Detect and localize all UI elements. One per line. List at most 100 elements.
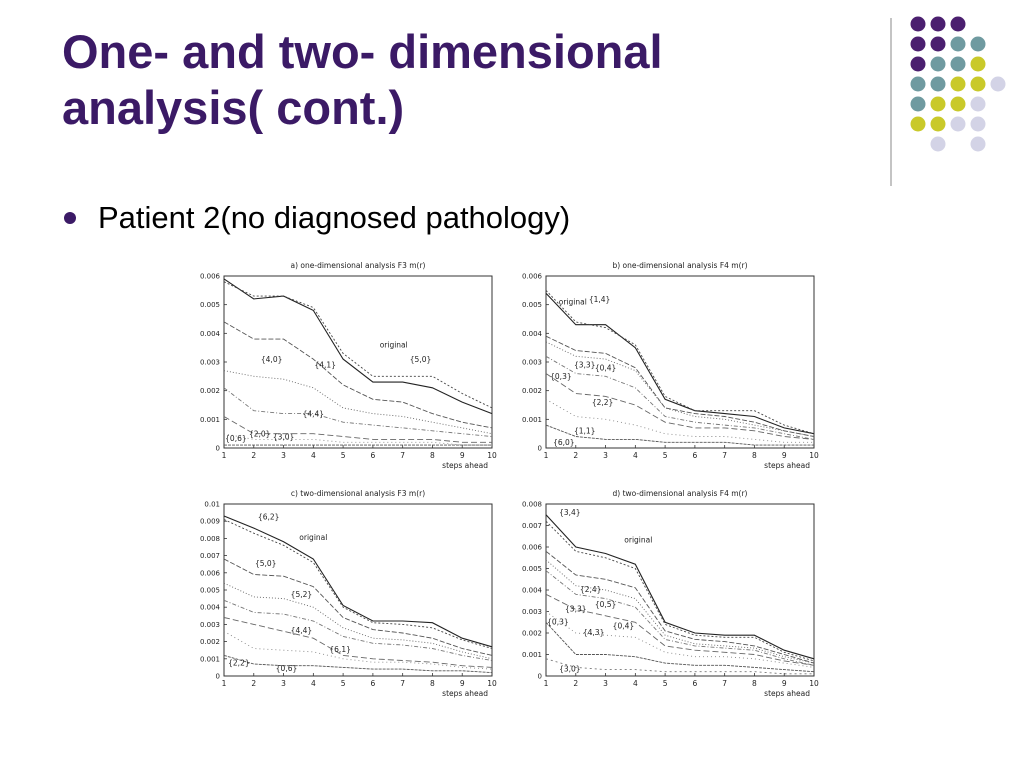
x-tick-label: 3 xyxy=(603,451,608,460)
series-line-3-3 xyxy=(545,593,815,666)
series-annotation: {2,2} xyxy=(592,398,613,407)
dot-lavender xyxy=(930,136,946,152)
x-tick-label: 5 xyxy=(663,679,668,688)
x-tick-label: 7 xyxy=(722,679,727,688)
dot-purple xyxy=(950,16,966,32)
series-annotation: {5,2} xyxy=(291,590,312,599)
series-annotation: original xyxy=(380,341,408,350)
y-tick-label: 0.001 xyxy=(522,416,542,424)
dot-purple xyxy=(930,36,946,52)
series-line-3-0 xyxy=(545,658,814,675)
series-annotation: {0,6} xyxy=(225,434,246,443)
dot-lavender xyxy=(970,96,986,112)
x-tick-label: 10 xyxy=(487,679,497,688)
slide-title: One- and two- dimensional analysis( cont… xyxy=(62,24,862,136)
series-annotation: original xyxy=(299,533,327,542)
series-line-0-4 xyxy=(545,341,815,437)
x-tick-label: 5 xyxy=(341,679,346,688)
x-tick-label: 3 xyxy=(281,679,286,688)
series-line-6-1 xyxy=(223,617,493,668)
x-tick-label: 8 xyxy=(430,451,435,460)
x-axis-label: steps ahead xyxy=(442,689,488,698)
series-line-2-0 xyxy=(223,416,492,443)
y-tick-label: 0 xyxy=(216,445,220,453)
y-tick-label: 0.01 xyxy=(204,501,220,509)
x-tick-label: 9 xyxy=(782,451,787,460)
dot-teal xyxy=(950,56,966,72)
chart-title: c) two-dimensional analysis F3 m(r) xyxy=(291,489,425,498)
series-line-3-4 xyxy=(545,520,815,662)
dot-yellow xyxy=(950,76,966,92)
series-annotation: {4,3} xyxy=(583,628,604,637)
dot-yellow xyxy=(970,56,986,72)
chart-panel-d: d) two-dimensional analysis F4 m(r) 0 0.00… xyxy=(522,489,819,698)
x-tick-label: 1 xyxy=(544,451,549,460)
series-line-original xyxy=(223,278,493,415)
y-tick-label: 0.008 xyxy=(200,535,220,543)
y-tick-label: 0.006 xyxy=(522,273,543,281)
dot-yellow xyxy=(930,96,946,112)
y-tick-label: 0.002 xyxy=(522,630,542,638)
series-annotation: {6,2} xyxy=(258,512,279,521)
y-tick-label: 0.008 xyxy=(522,501,542,509)
series-annotation: {6,0} xyxy=(553,438,574,447)
x-tick-label: 3 xyxy=(603,679,608,688)
series-line-6-2 xyxy=(223,519,493,649)
series-annotation: {0,3} xyxy=(550,372,571,381)
dot-teal xyxy=(970,36,986,52)
x-tick-label: 1 xyxy=(222,679,227,688)
series-annotation: {1,4} xyxy=(589,295,610,304)
y-tick-label: 0 xyxy=(538,445,542,453)
y-tick-label: 0.004 xyxy=(200,330,221,338)
x-tick-label: 4 xyxy=(311,679,316,688)
series-annotation: {4,4} xyxy=(303,409,324,418)
y-tick-label: 0.006 xyxy=(200,273,221,281)
title-line-2: analysis( cont.) xyxy=(62,81,405,134)
x-tick-label: 10 xyxy=(809,451,819,460)
dot-lavender xyxy=(970,136,986,152)
chart-title: b) one-dimensional analysis F4 m(r) xyxy=(612,261,747,270)
series-line-original xyxy=(545,514,815,660)
title-line-1: One- and two- dimensional xyxy=(62,25,663,78)
y-tick-label: 0.006 xyxy=(200,569,221,577)
chart-panel-a: a) one-dimensional analysis F3 m(r) 0 0.00… xyxy=(200,261,497,470)
series-annotation: {3,0} xyxy=(273,432,294,441)
series-annotation: {6,1} xyxy=(329,645,350,654)
y-tick-label: 0.003 xyxy=(522,608,542,616)
chart-panel-c: c) two-dimensional analysis F3 m(r) 0 0.00… xyxy=(200,489,497,698)
series-line-4-1 xyxy=(223,370,493,435)
series-annotation: {3,0} xyxy=(559,665,580,674)
series-line-5-0 xyxy=(223,281,493,409)
series-line-0-3 xyxy=(545,621,815,673)
x-tick-label: 6 xyxy=(370,451,375,460)
y-tick-label: 0.002 xyxy=(200,387,220,395)
y-tick-label: 0.004 xyxy=(200,604,221,612)
y-tick-label: 0.004 xyxy=(522,587,543,595)
x-tick-label: 5 xyxy=(663,451,668,460)
x-tick-label: 6 xyxy=(692,679,697,688)
dot-yellow xyxy=(950,96,966,112)
x-tick-label: 5 xyxy=(341,451,346,460)
chart-panel-b: b) one-dimensional analysis F4 m(r) 0 0.00… xyxy=(522,261,819,470)
y-tick-label: 0.009 xyxy=(200,518,220,526)
series-line-5-0 xyxy=(223,558,493,656)
series-line-1-4 xyxy=(545,289,815,435)
x-tick-label: 8 xyxy=(752,451,757,460)
y-tick-label: 0.007 xyxy=(522,522,542,530)
y-tick-label: 0.001 xyxy=(200,416,220,424)
series-line-2-2 xyxy=(223,630,493,670)
dot-teal xyxy=(950,36,966,52)
x-tick-label: 2 xyxy=(251,679,256,688)
series-annotation: {0,4} xyxy=(613,622,634,631)
series-line-6-0 xyxy=(545,424,814,446)
dot-purple xyxy=(910,56,926,72)
series-annotation: {3,4} xyxy=(559,508,580,517)
series-annotation: {0,4} xyxy=(595,364,616,373)
x-tick-label: 8 xyxy=(430,679,435,688)
series-annotation: {2,4} xyxy=(580,585,601,594)
dot-yellow xyxy=(930,116,946,132)
y-tick-label: 0.006 xyxy=(522,544,543,552)
series-line-original xyxy=(223,515,493,648)
x-axis-label: steps ahead xyxy=(764,689,810,698)
chart-title: a) one-dimensional analysis F3 m(r) xyxy=(291,261,426,270)
